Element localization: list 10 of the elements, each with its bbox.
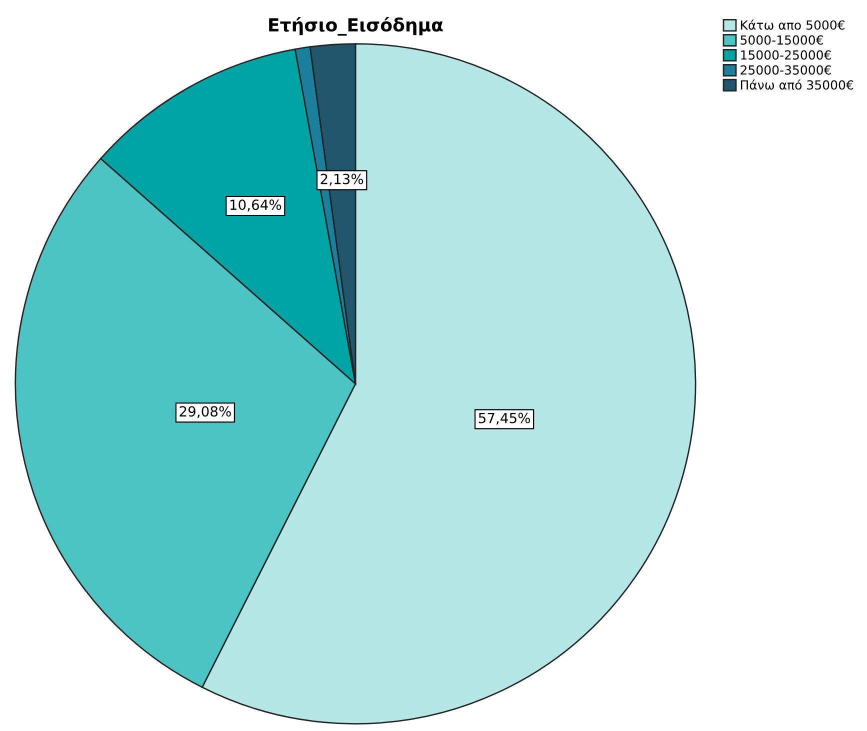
legend-label: 25000-35000€ [740, 65, 831, 75]
legend-label: 5000-15000€ [740, 35, 823, 45]
data-label: 57,45% [478, 412, 530, 425]
legend-label: 15000-25000€ [741, 50, 831, 60]
chart-title: Ετήσιο_Εισόδημα [269, 16, 443, 36]
data-label: 10,64% [230, 200, 282, 212]
data-label: 29,08% [180, 406, 231, 418]
legend-label: Κάτω απο 5000€ [740, 20, 844, 30]
legend-label: Πάνω από 35000€ [740, 79, 854, 90]
data-label: 2,13% [320, 174, 364, 186]
